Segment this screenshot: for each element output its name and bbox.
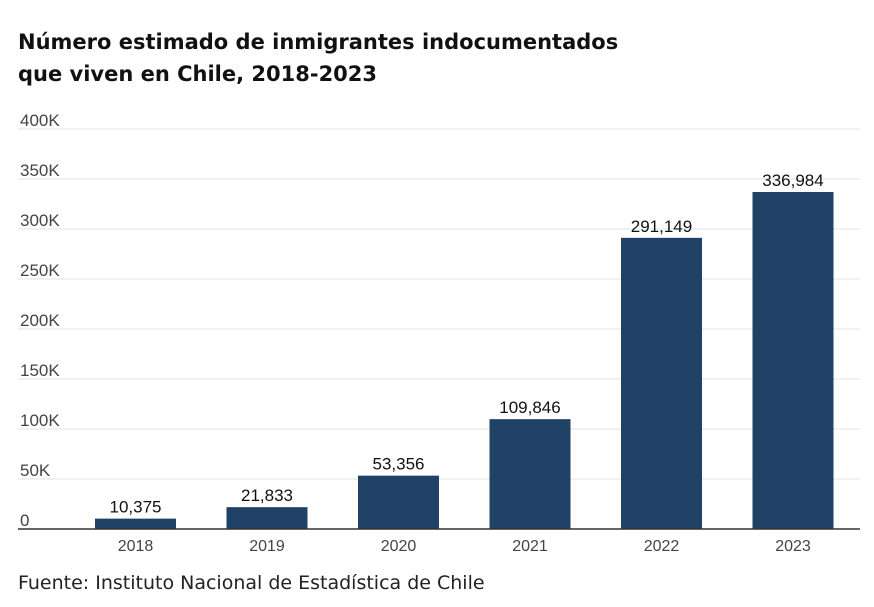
y-tick-label: 300K [20,211,60,230]
data-label: 10,375 [110,498,162,517]
y-tick-label: 150K [20,361,60,380]
data-label: 291,149 [631,217,692,236]
x-tick-label: 2023 [775,538,811,555]
source-note: Fuente: Instituto Nacional de Estadístic… [18,572,485,594]
y-tick-label: 0 [20,511,29,530]
bar [752,192,834,530]
y-tick-label: 400K [20,111,60,130]
bar [95,518,176,529]
x-tick-label: 2021 [512,538,548,555]
bar [489,419,571,529]
y-tick-label: 50K [20,461,51,480]
chart-title: Número estimado de inmigrantes indocumen… [18,26,718,90]
x-tick-label: 2022 [644,538,680,555]
data-label: 21,833 [241,486,293,505]
x-tick-label: 2019 [249,538,285,555]
x-tick-label: 2020 [381,538,417,555]
bar [358,475,439,529]
y-tick-label: 350K [20,161,60,180]
chart-title-line-2: que viven en Chile, 2018-2023 [18,62,378,86]
y-tick-label: 200K [20,311,60,330]
data-label: 109,846 [499,398,560,417]
x-tick-label: 2018 [118,538,154,555]
bar [226,507,308,529]
y-tick-label: 100K [20,411,60,430]
y-tick-label: 250K [20,261,60,280]
data-label: 53,356 [373,455,425,474]
bar [621,237,702,529]
data-label: 336,984 [762,171,823,190]
chart-title-line-1: Número estimado de inmigrantes indocumen… [18,30,619,54]
